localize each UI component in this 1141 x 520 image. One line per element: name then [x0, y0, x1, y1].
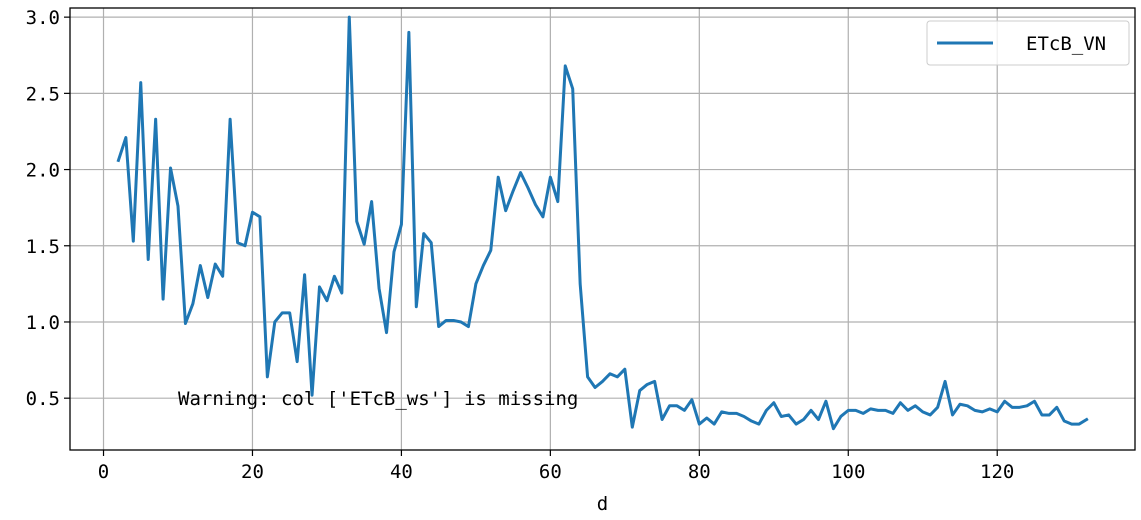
x-axis-label: d [597, 493, 608, 515]
series-layer [116, 15, 1089, 431]
x-tick-label: 120 [980, 461, 1014, 483]
legend-label: ETcB_VN [1026, 33, 1106, 55]
x-tick-label: 0 [98, 461, 109, 483]
y-tick-label: 2.5 [26, 83, 60, 105]
y-tick-label: 1.5 [26, 236, 60, 258]
x-tick-label: 60 [539, 461, 562, 483]
y-tick-label: 0.5 [26, 388, 60, 410]
y-tick-label: 2.0 [26, 160, 60, 182]
plot-frame [69, 7, 1136, 451]
axes [64, 7, 1136, 456]
tick-labels: 0 20 40 60 80 100 120 0.5 1.0 1.5 2.0 2.5 3.0 [26, 7, 1015, 483]
warning-annotation: Warning: col ['ETcB_ws'] is missing [178, 388, 578, 410]
legend-box [926, 20, 1130, 66]
y-tick-label: 1.0 [26, 312, 60, 334]
x-tick-label: 20 [241, 461, 264, 483]
x-tick-label: 40 [390, 461, 413, 483]
y-tick-label: 3.0 [26, 7, 60, 29]
grid [70, 8, 1135, 450]
x-tick-label: 100 [831, 461, 865, 483]
x-tick-label: 80 [688, 461, 711, 483]
series-line [116, 15, 1089, 431]
legend: ETcB_VN [926, 20, 1130, 66]
